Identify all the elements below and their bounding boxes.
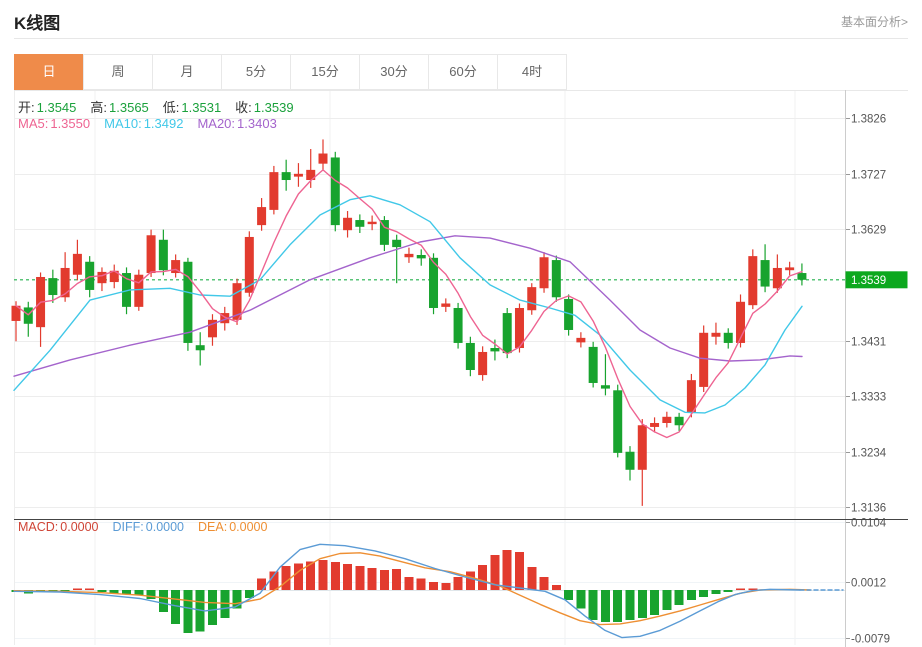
indicator-value: 0.0000	[145, 520, 184, 534]
tab-15min[interactable]: 15分	[290, 54, 360, 90]
indicator-value: 1.3545	[36, 100, 77, 115]
indicator-label: DEA:	[198, 520, 228, 534]
header-divider	[14, 38, 908, 39]
indicator-value: 1.3403	[237, 116, 277, 131]
tab-4hour[interactable]: 4时	[497, 54, 567, 90]
ma20-line	[13, 235, 803, 377]
price-tick-label: 1.3431	[851, 337, 886, 349]
price-tick-label: 1.3727	[851, 170, 886, 182]
indicator-value: 1.3550	[50, 116, 91, 131]
indicator-value: 0.0000	[229, 520, 268, 534]
indicator-label: 开:	[18, 100, 35, 115]
indicator-label: DIFF:	[112, 520, 144, 534]
macd-tick-label: 0.0012	[851, 578, 886, 590]
indicator-label: 高:	[90, 100, 108, 115]
macd-readout: MACD: 0.0000 DIFF: 0.0000 DEA: 0.0000	[18, 520, 281, 534]
tab-month[interactable]: 月	[152, 54, 222, 90]
price-axis: 1.3826 1.3727 1.3629 1.3431 1.3333 1.3234 1.31…	[845, 114, 890, 646]
indicator-label: MA5:	[18, 116, 49, 131]
indicator-value: 1.3565	[109, 100, 149, 115]
macd-histogram	[11, 550, 758, 634]
price-tick-label: 1.3136	[851, 503, 886, 515]
macd-tick-label: 0.0104	[851, 518, 887, 530]
macd-tick-label: -0.0079	[851, 634, 890, 646]
current-price-badge: 1.3539	[845, 271, 908, 289]
indicator-value: 1.3492	[143, 116, 184, 131]
tab-30min[interactable]: 30分	[359, 54, 429, 90]
current-price-label: 1.3539	[851, 275, 886, 287]
tab-5min[interactable]: 5分	[221, 54, 291, 90]
indicator-label: 收:	[235, 100, 252, 115]
ma-readout: MA5: 1.3550 MA10: 1.3492 MA20: 1.3403	[18, 116, 291, 131]
tab-week[interactable]: 周	[83, 54, 153, 90]
price-tick-label: 1.3826	[851, 114, 886, 126]
tab-60min[interactable]: 60分	[428, 54, 498, 90]
price-tick-label: 1.3234	[851, 448, 887, 460]
ma5-line	[15, 169, 803, 439]
indicator-label: MA10:	[104, 116, 142, 131]
page-title: K线图	[14, 14, 61, 33]
indicator-label: MACD:	[18, 520, 59, 534]
ohlc-readout: 开: 1.3545 高: 1.3565 低: 1.3531 收: 1.3539	[18, 97, 308, 116]
price-tick-label: 1.3333	[851, 392, 886, 404]
indicator-label: MA20:	[197, 116, 236, 131]
candlestick-series	[11, 139, 807, 506]
timeframe-tabs: 日周月 5分 15分 30分 60分 4时	[14, 54, 567, 90]
fundamental-analysis-link[interactable]: 基本面分析>	[840, 15, 908, 29]
diff-line	[13, 543, 801, 639]
price-tick-label: 1.3629	[851, 225, 886, 237]
indicator-value: 1.3539	[253, 100, 294, 115]
dea-line	[13, 552, 811, 626]
grid-lines	[14, 90, 845, 645]
indicator-value: 0.0000	[60, 520, 99, 534]
indicator-value: 1.3531	[181, 100, 222, 115]
indicator-label: 低:	[162, 100, 180, 115]
ma10-line	[13, 195, 803, 414]
tab-day[interactable]: 日	[14, 54, 84, 90]
